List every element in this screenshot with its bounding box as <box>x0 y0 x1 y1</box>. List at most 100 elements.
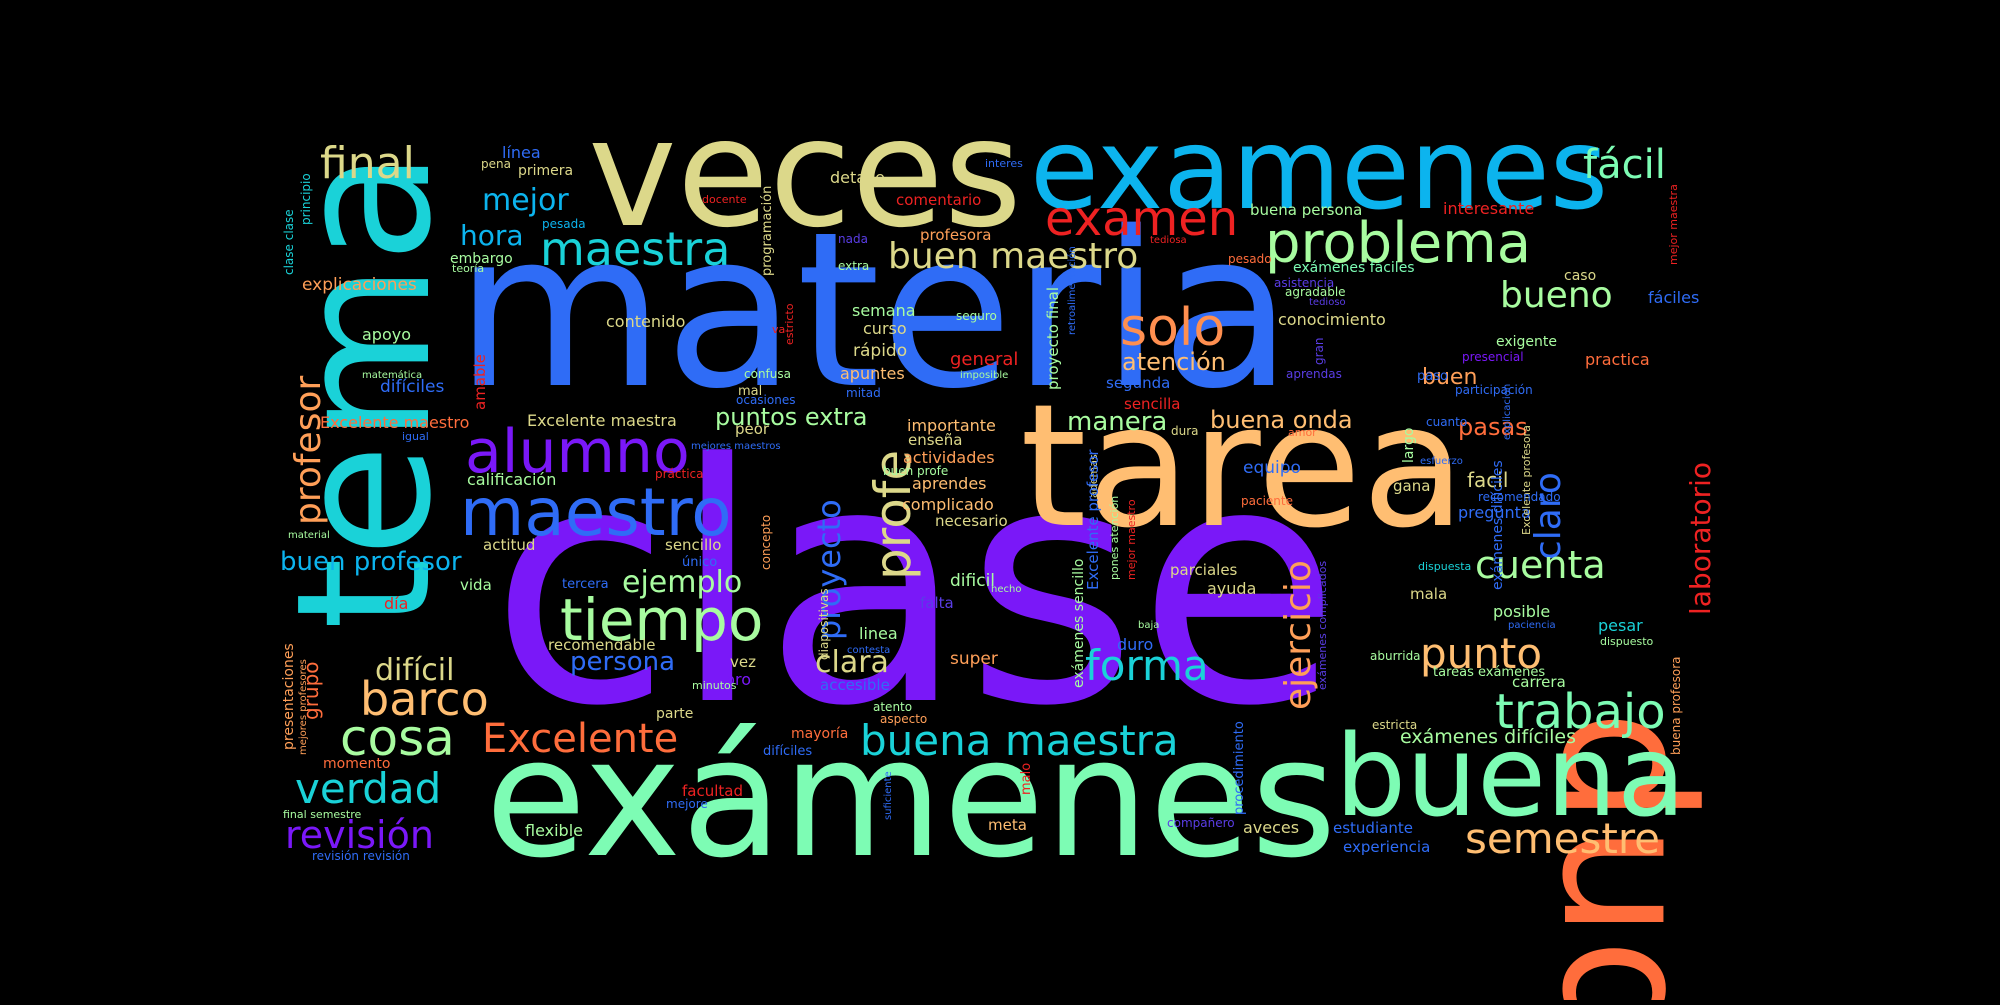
cloud-word: exámenes sencillo <box>1071 559 1087 688</box>
cloud-word: problema <box>1265 211 1531 276</box>
cloud-word: asistencia <box>1274 276 1334 290</box>
cloud-word: facil <box>1467 468 1508 492</box>
cloud-word: revisión <box>285 813 434 857</box>
cloud-word: dura <box>1171 424 1199 438</box>
cloud-word: facultad <box>682 782 743 800</box>
cloud-word: conocimiento <box>1278 310 1386 329</box>
cloud-word: aveces <box>1243 818 1299 837</box>
cloud-word: buena persona <box>1250 201 1362 219</box>
cloud-word: segunda <box>1106 374 1170 392</box>
cloud-word: buena <box>1335 712 1686 842</box>
cloud-word: detalle <box>830 168 885 187</box>
cloud-word: duro <box>1117 635 1153 654</box>
cloud-word: persona <box>570 647 675 677</box>
cloud-word: calificación <box>467 470 556 489</box>
cloud-word: ocasiones <box>736 393 795 407</box>
cloud-word: ayuda <box>1207 579 1256 598</box>
cloud-word: laboratorio <box>1684 462 1717 615</box>
cloud-word: diapositivas <box>817 588 831 660</box>
cloud-word: alumno <box>465 417 690 487</box>
cloud-word: apoyo <box>362 325 411 344</box>
cloud-word: libro <box>716 670 751 689</box>
cloud-word: clara <box>815 645 889 680</box>
cloud-word: difíciles <box>763 744 812 759</box>
cloud-word: semana <box>852 301 916 320</box>
cloud-word: parciales <box>1170 561 1238 579</box>
cloud-word: recomendado <box>1478 490 1561 504</box>
cloud-word: claro <box>1528 472 1569 560</box>
cloud-word: buen <box>1422 365 1477 390</box>
cloud-word: dificil <box>950 571 995 591</box>
cloud-word: grupo <box>299 661 323 720</box>
cloud-word: buena maestra <box>860 716 1179 765</box>
cloud-word: suficiente <box>883 771 894 820</box>
cloud-word: atento <box>873 700 912 714</box>
cloud-word: trabajo <box>1495 684 1666 740</box>
cloud-word: mal <box>738 384 762 399</box>
cloud-word: esfuerzo <box>1420 456 1463 467</box>
cloud-word: enseña <box>908 431 962 449</box>
cloud-word: exámenes difíciles <box>1490 460 1506 590</box>
cloud-word: falta <box>920 594 954 612</box>
cloud-word: punto <box>1420 629 1542 678</box>
cloud-word: comentario <box>896 191 981 209</box>
cloud-word: ademas <box>1087 454 1100 498</box>
cloud-word: exámenes <box>485 702 1337 894</box>
cloud-word: importante <box>907 416 996 435</box>
cloud-word: barco <box>360 672 489 726</box>
cloud-word: Excelente profesora <box>1520 425 1533 535</box>
cloud-word: verdad <box>295 764 441 813</box>
cloud-word: manera <box>1067 407 1167 437</box>
cloud-word: meta <box>988 816 1027 834</box>
cloud-word: proyecto final <box>1044 287 1062 390</box>
cloud-word: tareas exámenes <box>1433 665 1545 680</box>
cloud-word: gana <box>1393 477 1430 495</box>
cloud-word: tarea <box>1020 368 1466 566</box>
cloud-word: final semestre <box>283 808 362 821</box>
cloud-word: vida <box>460 576 492 594</box>
cloud-word: fáciles <box>1648 288 1699 307</box>
cloud-word: pena <box>481 157 511 171</box>
cloud-word: maestro <box>460 474 732 551</box>
cloud-word: general <box>950 349 1018 370</box>
cloud-word: complicado <box>902 495 994 514</box>
cloud-word: final <box>320 138 415 189</box>
cloud-word: imposible <box>960 370 1008 381</box>
cloud-word: proyecto <box>810 499 848 640</box>
cloud-word: aprendas <box>1286 367 1342 381</box>
cloud-word: docente <box>702 193 747 206</box>
cloud-word: actividades <box>903 448 995 467</box>
cloud-word: Excelente <box>482 716 678 762</box>
cloud-word: buena onda <box>1210 406 1353 434</box>
cloud-word: mejore <box>666 797 708 811</box>
cloud-word: programación <box>760 186 775 276</box>
cloud-word: revisión revisión <box>312 849 410 863</box>
cloud-word: estricta <box>1372 718 1417 732</box>
cloud-word: estudiante <box>1333 819 1413 837</box>
cloud-word: contenido <box>606 312 685 331</box>
cloud-word: dispuesta <box>1418 560 1471 573</box>
cloud-word: examen <box>1045 191 1238 247</box>
cloud-word: solo <box>1120 298 1225 358</box>
cloud-word: cuanto <box>1426 415 1467 429</box>
cloud-word: mejor maestro <box>1125 499 1138 580</box>
cloud-word: exámenes difíciles <box>1400 726 1576 748</box>
cloud-word: dispuesto <box>1600 635 1654 648</box>
cloud-word: veces <box>588 87 1022 261</box>
cloud-word: examenes <box>1030 105 1608 235</box>
cloud-word: extra <box>838 259 869 273</box>
cloud-word: confusa <box>744 367 791 381</box>
cloud-word: pones atención <box>1108 496 1121 580</box>
cloud-word: curso <box>863 319 907 338</box>
cloud-word: aprendes <box>912 474 987 493</box>
cloud-word: principio <box>299 173 313 225</box>
cloud-word: práctica <box>655 467 704 481</box>
cloud-word: mejores maestros <box>691 441 781 452</box>
cloud-word: buena profesora <box>1669 657 1683 756</box>
cloud-word: concepto <box>759 515 773 570</box>
cloud-word: clase <box>490 394 1340 778</box>
cloud-word: procedimiento <box>1232 721 1247 815</box>
cloud-word: baja <box>1138 620 1159 631</box>
